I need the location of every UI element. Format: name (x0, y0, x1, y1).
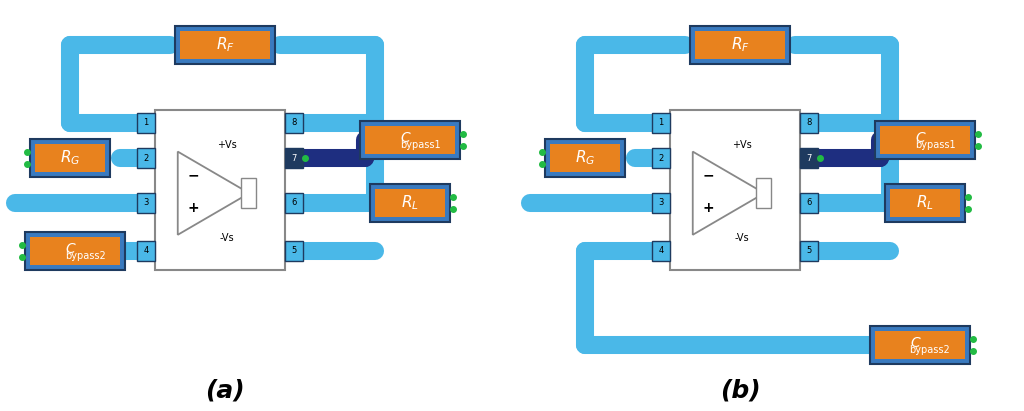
Text: $C$: $C$ (400, 131, 412, 145)
Text: 6: 6 (806, 198, 812, 207)
Polygon shape (693, 152, 764, 235)
Text: 3: 3 (658, 198, 664, 207)
FancyBboxPatch shape (885, 184, 965, 222)
Text: $R_G$: $R_G$ (574, 149, 595, 167)
FancyBboxPatch shape (137, 148, 155, 168)
Text: $R_L$: $R_L$ (916, 194, 934, 212)
Text: bypass1: bypass1 (914, 140, 955, 150)
FancyBboxPatch shape (545, 139, 625, 177)
Text: 6: 6 (291, 198, 297, 207)
FancyBboxPatch shape (35, 144, 105, 172)
FancyBboxPatch shape (652, 113, 670, 133)
Text: 4: 4 (143, 246, 148, 255)
FancyBboxPatch shape (365, 126, 455, 154)
FancyBboxPatch shape (652, 193, 670, 213)
Text: 8: 8 (806, 118, 812, 127)
FancyBboxPatch shape (652, 241, 670, 261)
Text: bypass2: bypass2 (65, 251, 105, 261)
FancyBboxPatch shape (137, 113, 155, 133)
FancyBboxPatch shape (695, 31, 785, 59)
Text: 4: 4 (658, 246, 664, 255)
FancyBboxPatch shape (285, 113, 303, 133)
FancyBboxPatch shape (241, 178, 256, 208)
Polygon shape (178, 152, 249, 235)
FancyBboxPatch shape (370, 184, 450, 222)
FancyBboxPatch shape (880, 126, 970, 154)
FancyBboxPatch shape (360, 121, 460, 159)
Text: −: − (702, 168, 715, 182)
FancyBboxPatch shape (874, 121, 975, 159)
Text: $R_L$: $R_L$ (401, 194, 419, 212)
Text: −: − (187, 168, 200, 182)
FancyBboxPatch shape (690, 26, 790, 64)
FancyBboxPatch shape (180, 31, 270, 59)
Text: $C$: $C$ (915, 131, 927, 145)
Text: (a): (a) (205, 378, 245, 402)
Text: +Vs: +Vs (731, 140, 752, 150)
Text: +Vs: +Vs (217, 140, 237, 150)
FancyBboxPatch shape (870, 326, 970, 364)
Text: 5: 5 (806, 246, 812, 255)
Text: $C$: $C$ (66, 242, 77, 256)
FancyBboxPatch shape (652, 148, 670, 168)
FancyBboxPatch shape (800, 241, 818, 261)
FancyBboxPatch shape (155, 110, 285, 270)
FancyBboxPatch shape (137, 241, 155, 261)
FancyBboxPatch shape (175, 26, 275, 64)
Text: $C$: $C$ (910, 336, 922, 350)
Text: +: + (187, 201, 200, 215)
FancyBboxPatch shape (25, 232, 125, 270)
Text: 7: 7 (291, 153, 297, 162)
FancyBboxPatch shape (285, 148, 303, 168)
Text: 1: 1 (658, 118, 664, 127)
Text: 5: 5 (292, 246, 297, 255)
FancyBboxPatch shape (874, 331, 965, 359)
Text: -Vs: -Vs (734, 233, 749, 243)
FancyBboxPatch shape (800, 148, 818, 168)
FancyBboxPatch shape (800, 193, 818, 213)
Text: +: + (702, 201, 715, 215)
Text: (b): (b) (720, 378, 760, 402)
FancyBboxPatch shape (375, 189, 445, 217)
FancyBboxPatch shape (756, 178, 771, 208)
FancyBboxPatch shape (30, 139, 110, 177)
FancyBboxPatch shape (285, 241, 303, 261)
FancyBboxPatch shape (800, 113, 818, 133)
Text: 2: 2 (658, 153, 664, 162)
Text: 8: 8 (291, 118, 297, 127)
FancyBboxPatch shape (670, 110, 800, 270)
FancyBboxPatch shape (137, 193, 155, 213)
Text: 1: 1 (143, 118, 148, 127)
Text: bypass2: bypass2 (909, 345, 950, 355)
Text: 2: 2 (143, 153, 148, 162)
FancyBboxPatch shape (285, 193, 303, 213)
FancyBboxPatch shape (890, 189, 961, 217)
Text: $R_F$: $R_F$ (216, 36, 234, 54)
Text: bypass1: bypass1 (399, 140, 440, 150)
Text: $R_F$: $R_F$ (730, 36, 750, 54)
FancyBboxPatch shape (30, 237, 120, 265)
Text: -Vs: -Vs (219, 233, 233, 243)
Text: 3: 3 (143, 198, 148, 207)
FancyBboxPatch shape (550, 144, 620, 172)
Text: 7: 7 (806, 153, 812, 162)
Text: $R_G$: $R_G$ (59, 149, 80, 167)
